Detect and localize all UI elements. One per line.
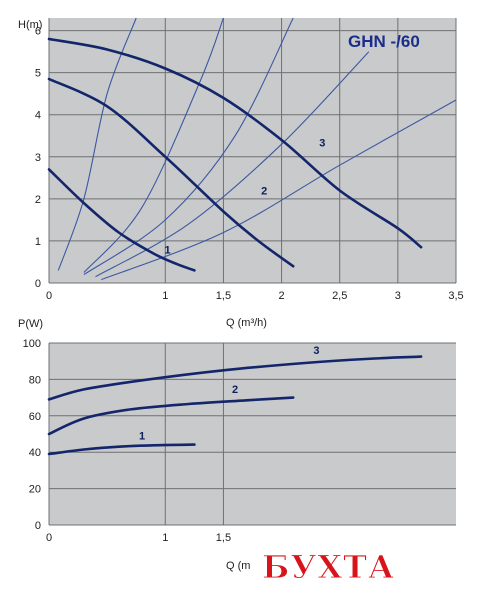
series-line-2 <box>47 77 295 268</box>
y-tick-label: 5 <box>35 68 41 80</box>
y-tick-label: 20 <box>29 484 41 496</box>
system-curve <box>95 51 370 278</box>
y-tick-label: 40 <box>29 447 41 459</box>
y-tick-label: 80 <box>29 374 41 386</box>
y-axis-label: H(m) <box>18 19 42 31</box>
y-axis-label: P(W) <box>18 318 43 330</box>
x-tick-label: 2 <box>279 290 285 302</box>
curve-label: 3 <box>319 137 325 149</box>
power-flow-chart: 0 1 1,5 0 20 40 60 80 100 1 2 3 P(W) Q (m <box>18 318 456 572</box>
system-curve <box>57 17 137 271</box>
curve-label: 3 <box>313 345 319 357</box>
curve-label: 2 <box>232 384 238 396</box>
y-tick-label: 0 <box>35 520 41 532</box>
x-tick-label: 1,5 <box>216 290 231 302</box>
y-tick-label: 0 <box>35 278 41 290</box>
system-curve <box>83 17 224 273</box>
x-tick-label: 1,5 <box>216 532 231 544</box>
system-curve <box>101 99 457 281</box>
curve-label: 2 <box>261 186 267 198</box>
series-line-1 <box>47 443 196 456</box>
x-tick-label: 2,5 <box>332 290 347 302</box>
y-tick-label: 100 <box>23 338 41 350</box>
chart-title: GHN -/60 <box>348 32 420 51</box>
series-line-1 <box>47 168 196 272</box>
x-tick-label: 1 <box>162 532 168 544</box>
y-tick-label: 2 <box>35 194 41 206</box>
x-axis-label: Q (m³/h) <box>226 317 267 329</box>
x-tick-label: 0 <box>46 290 52 302</box>
x-tick-label: 0 <box>46 532 52 544</box>
y-tick-label: 3 <box>35 152 41 164</box>
head-flow-chart: 0 1 1,5 2 2,5 3 3,5 0 1 2 3 4 5 6 1 2 3 H(m) Q (m³/h) GHN -… <box>18 17 464 329</box>
y-tick-label: 4 <box>35 110 41 122</box>
y-tick-label: 60 <box>29 411 41 423</box>
plot-area <box>49 18 456 283</box>
system-curve <box>83 17 294 276</box>
watermark-logo: БУХТА <box>262 548 395 586</box>
x-tick-label: 3 <box>395 290 401 302</box>
x-tick-label: 3,5 <box>448 290 463 302</box>
x-axis-label: Q (m <box>226 560 250 572</box>
series-line-2 <box>47 396 295 436</box>
x-tick-label: 1 <box>162 290 168 302</box>
series-line-3 <box>47 37 423 249</box>
y-tick-label: 6 <box>35 26 41 38</box>
curve-label: 1 <box>139 430 145 442</box>
curve-label: 1 <box>165 245 171 257</box>
y-tick-label: 1 <box>35 236 41 248</box>
series-line-3 <box>47 355 423 401</box>
plot-area <box>49 343 456 525</box>
